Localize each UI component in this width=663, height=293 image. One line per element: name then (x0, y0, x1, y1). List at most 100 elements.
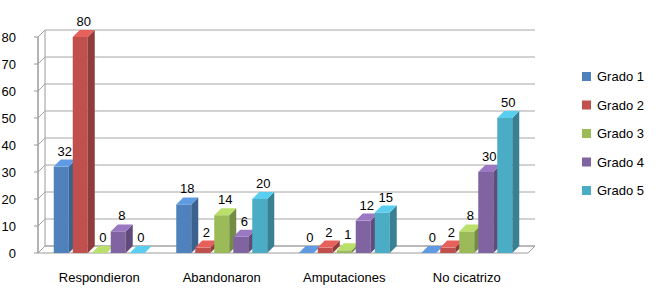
bar-front (337, 250, 352, 253)
data-label: 8 (118, 208, 125, 223)
tick-mark (34, 91, 38, 92)
bar-front (214, 215, 229, 253)
legend-swatch (582, 129, 591, 138)
chart-svg: 0102030405060708032800801821462002112150… (0, 0, 663, 293)
bar-front (478, 172, 493, 253)
legend-label: Grado 5 (597, 183, 644, 198)
bar-top (195, 241, 217, 248)
tick-label: 40 (2, 138, 16, 153)
bars (54, 30, 520, 253)
tick-mark (34, 199, 38, 200)
bar-top (337, 243, 359, 250)
bar (73, 30, 95, 253)
bar (318, 241, 340, 253)
data-label: 0 (429, 230, 436, 245)
bar (233, 230, 255, 253)
bar (497, 111, 519, 253)
bar (337, 243, 359, 253)
data-label: 0 (99, 230, 106, 245)
bar-front (497, 118, 512, 253)
grid-line (38, 84, 535, 91)
bar-top (497, 111, 519, 118)
data-label: 80 (77, 14, 91, 29)
data-label: 8 (467, 208, 474, 223)
bar-top (54, 160, 76, 167)
bar-side (191, 197, 198, 253)
bar-top (233, 230, 255, 237)
bar (478, 165, 500, 253)
bar-top (375, 206, 397, 213)
bar (375, 206, 397, 254)
bar-top (111, 224, 133, 231)
tick-mark (34, 118, 38, 119)
bar-front (111, 231, 126, 253)
tick-label: 70 (2, 57, 16, 72)
data-label: 2 (325, 225, 332, 240)
legend-label: Grado 4 (597, 155, 644, 170)
legend-swatch (582, 158, 591, 167)
grid-line (38, 192, 535, 199)
bar (92, 246, 114, 253)
bar-top (318, 241, 340, 248)
bar-top (214, 208, 236, 215)
bar (440, 241, 462, 253)
tick-label: 0 (9, 246, 16, 261)
data-label: 30 (482, 149, 496, 164)
legend: Grado 1 Grado 2 Grado 3 Grado 4 Grado 5 (582, 69, 644, 198)
bar-front (233, 237, 248, 253)
data-label: 14 (218, 192, 232, 207)
legend-label: Grado 2 (597, 98, 644, 113)
category-label: Amputaciones (303, 270, 386, 285)
bar-side (390, 206, 397, 254)
bar (299, 246, 321, 253)
bar-front (318, 248, 333, 253)
data-label: 18 (180, 181, 194, 196)
tick-label: 50 (2, 111, 16, 126)
bar (252, 192, 274, 253)
tick-label: 60 (2, 84, 16, 99)
bar (459, 224, 481, 253)
bar-top (478, 165, 500, 172)
bar (111, 224, 133, 253)
bar-front (195, 248, 210, 253)
tick-label: 20 (2, 192, 16, 207)
data-label: 12 (360, 198, 374, 213)
tick-mark (34, 64, 38, 65)
bar-side (512, 111, 519, 253)
data-label: 20 (256, 176, 270, 191)
grid-line (38, 219, 535, 226)
tick-mark (34, 37, 38, 38)
data-label: 0 (137, 230, 144, 245)
bar-front (375, 213, 390, 254)
bar-top (356, 214, 378, 221)
data-label: 2 (203, 225, 210, 240)
tick-mark (34, 253, 38, 254)
bar-top (176, 197, 198, 204)
bar-front (459, 231, 474, 253)
bar (176, 197, 198, 253)
data-label: 32 (58, 144, 72, 159)
legend-label: Grado 1 (597, 69, 644, 84)
tick-label: 30 (2, 165, 16, 180)
bar-top (440, 241, 462, 248)
tick-label: 10 (2, 219, 16, 234)
bar-top (299, 246, 321, 253)
y-axis (38, 37, 39, 253)
bar-front (252, 199, 267, 253)
legend-swatch (582, 186, 591, 195)
data-label: 15 (379, 190, 393, 205)
grid-line (38, 111, 535, 118)
bar-side (267, 192, 274, 253)
bar-top (459, 224, 481, 231)
bar-top (252, 192, 274, 199)
data-labels: 32800801821462002112150283050 (58, 14, 516, 245)
category-label: No cicatrizo (433, 270, 501, 285)
bar (130, 246, 152, 253)
bar-top (73, 30, 95, 37)
legend-label: Grado 3 (597, 126, 644, 141)
data-label: 0 (306, 230, 313, 245)
legend-swatch (582, 72, 591, 81)
data-label: 6 (241, 214, 248, 229)
data-label: 1 (344, 227, 351, 242)
bar-front (73, 37, 88, 253)
